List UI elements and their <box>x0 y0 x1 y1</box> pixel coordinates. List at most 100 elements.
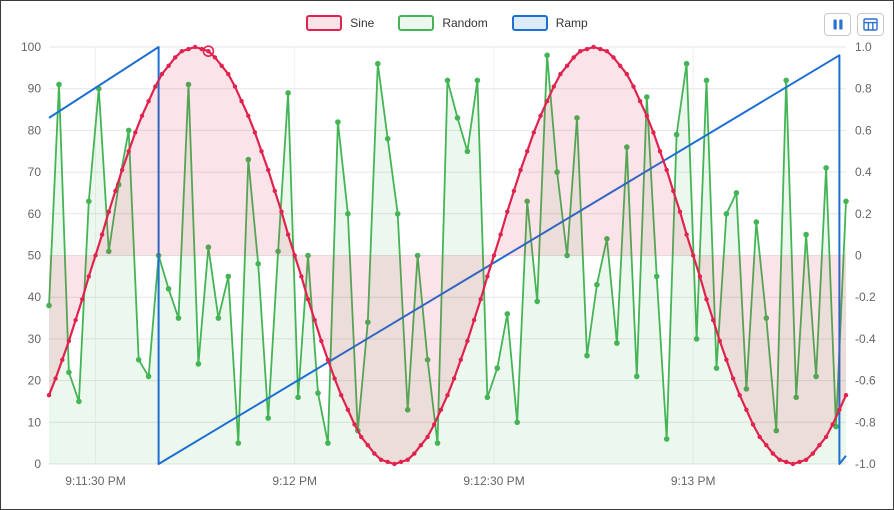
sine-point[interactable] <box>432 422 437 427</box>
random-point[interactable] <box>683 60 690 67</box>
random-point[interactable] <box>574 115 580 121</box>
sine-point[interactable] <box>392 461 397 467</box>
random-point[interactable] <box>484 394 491 401</box>
random-point[interactable] <box>285 90 291 96</box>
sine-point[interactable] <box>797 459 802 465</box>
sine-point[interactable] <box>345 407 351 412</box>
sine-point[interactable] <box>704 297 709 302</box>
random-point[interactable] <box>763 315 770 321</box>
sine-point[interactable] <box>186 46 191 52</box>
random-point[interactable] <box>663 436 670 442</box>
sine-point[interactable] <box>60 357 65 362</box>
sine-point[interactable] <box>544 99 550 104</box>
random-point[interactable] <box>86 198 92 205</box>
sine-point[interactable] <box>611 55 616 60</box>
random-point[interactable] <box>803 231 809 238</box>
sine-point[interactable] <box>146 99 151 104</box>
sine-point[interactable] <box>511 188 517 194</box>
sine-point[interactable] <box>126 149 131 154</box>
sine-point[interactable] <box>458 357 463 362</box>
sine-point[interactable] <box>279 209 284 214</box>
random-point[interactable] <box>46 302 52 309</box>
sine-point[interactable] <box>750 422 756 427</box>
random-point[interactable] <box>76 398 82 405</box>
sine-point[interactable] <box>498 232 503 237</box>
random-point[interactable] <box>653 273 660 280</box>
sine-point[interactable] <box>385 459 390 465</box>
sine-point[interactable] <box>173 55 178 60</box>
sine-point[interactable] <box>93 253 98 258</box>
sine-point[interactable] <box>571 55 576 60</box>
sine-point[interactable] <box>631 84 636 89</box>
sine-point[interactable] <box>717 338 722 344</box>
random-point[interactable] <box>235 440 242 446</box>
sine-point[interactable] <box>239 99 244 104</box>
random-point[interactable] <box>335 119 341 125</box>
sine-point[interactable] <box>285 232 291 237</box>
sine-point[interactable] <box>784 459 789 465</box>
random-point[interactable] <box>404 407 411 413</box>
active-point-ring[interactable] <box>202 45 215 58</box>
sine-point[interactable] <box>53 376 58 381</box>
sine-point[interactable] <box>764 443 769 448</box>
random-point[interactable] <box>474 77 481 84</box>
random-point[interactable] <box>245 156 252 163</box>
random-point[interactable] <box>753 219 760 225</box>
sine-point[interactable] <box>99 232 105 237</box>
sine-point[interactable] <box>66 338 72 344</box>
sine-point[interactable] <box>86 274 92 279</box>
random-point[interactable] <box>614 340 620 346</box>
random-point[interactable] <box>195 361 202 367</box>
random-point[interactable] <box>703 77 710 84</box>
sine-point[interactable] <box>266 167 271 173</box>
sine-point[interactable] <box>803 457 809 462</box>
random-point[interactable] <box>375 60 381 67</box>
random-point[interactable] <box>424 357 431 363</box>
random-point[interactable] <box>743 386 750 392</box>
sine-point[interactable] <box>578 49 583 54</box>
sine-point[interactable] <box>624 71 629 77</box>
sine-point[interactable] <box>232 84 238 89</box>
sine-point[interactable] <box>598 46 603 52</box>
random-point[interactable] <box>524 198 530 205</box>
sine-point[interactable] <box>153 84 158 89</box>
sine-point[interactable] <box>179 49 184 54</box>
sine-point[interactable] <box>219 63 224 68</box>
random-point[interactable] <box>464 148 471 155</box>
random-point[interactable] <box>783 77 789 84</box>
random-point[interactable] <box>165 286 172 292</box>
sine-point[interactable] <box>637 99 643 104</box>
sine-point[interactable] <box>790 461 796 467</box>
random-point[interactable] <box>275 248 281 255</box>
sine-point[interactable] <box>425 434 430 440</box>
sine-point[interactable] <box>823 434 829 440</box>
sine-point[interactable] <box>817 443 822 448</box>
sine-point[interactable] <box>305 297 311 302</box>
random-point[interactable] <box>315 390 321 396</box>
sine-point[interactable] <box>113 188 118 194</box>
sine-point[interactable] <box>451 376 457 381</box>
sine-point[interactable] <box>664 167 669 173</box>
random-point[interactable] <box>255 261 261 267</box>
random-point[interactable] <box>345 211 351 217</box>
random-point[interactable] <box>215 315 222 321</box>
random-point[interactable] <box>454 115 461 121</box>
sine-point[interactable] <box>299 274 304 279</box>
random-point[interactable] <box>135 357 142 363</box>
sine-point[interactable] <box>438 407 444 412</box>
sine-point[interactable] <box>80 297 85 302</box>
sine-point[interactable] <box>644 113 649 119</box>
sine-point[interactable] <box>339 393 344 398</box>
random-point[interactable] <box>733 190 740 196</box>
sine-point[interactable] <box>359 434 364 440</box>
random-point[interactable] <box>384 135 391 142</box>
random-point[interactable] <box>634 373 640 380</box>
random-point[interactable] <box>325 440 331 446</box>
random-point[interactable] <box>773 427 780 434</box>
sine-point[interactable] <box>657 149 663 154</box>
sine-point[interactable] <box>292 253 297 258</box>
sine-point[interactable] <box>697 274 703 279</box>
random-point[interactable] <box>624 144 630 150</box>
random-point[interactable] <box>644 94 650 100</box>
sine-point[interactable] <box>252 130 258 135</box>
